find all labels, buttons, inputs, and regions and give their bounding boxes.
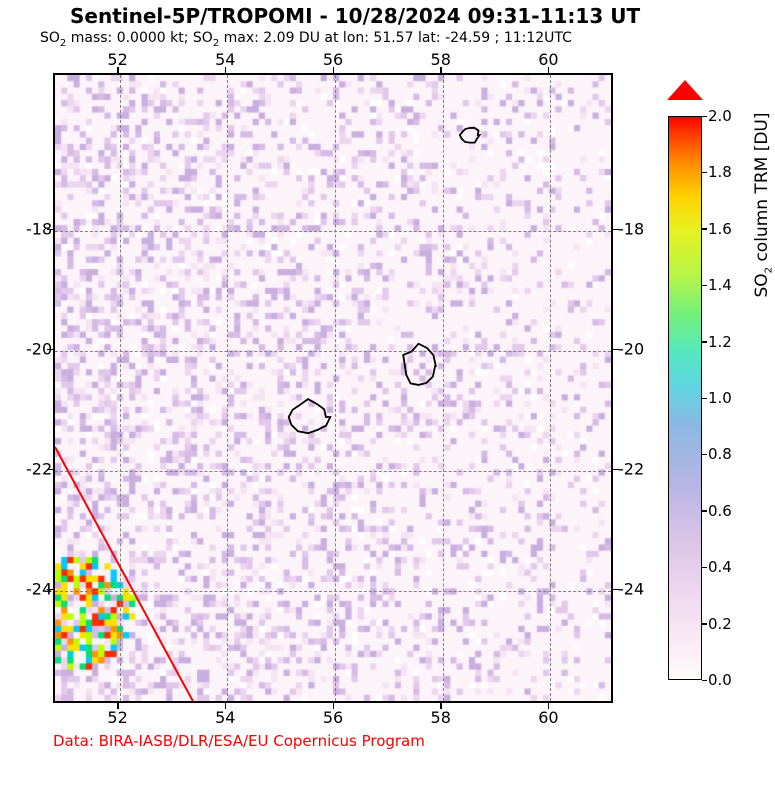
page-title: Sentinel-5P/TROPOMI - 10/28/2024 09:31-1…: [70, 4, 640, 28]
colorbar-tick-label: 0.2: [708, 615, 732, 633]
x-tick-mark: [117, 703, 119, 709]
island-rodrigues: [460, 128, 480, 143]
colorbar-tick-label: 1.4: [708, 276, 732, 294]
y-tick-label: -18: [618, 220, 644, 239]
x-tick-mark: [117, 67, 119, 73]
y-tick-label: -20: [618, 340, 644, 359]
swath-edge-line: [55, 447, 195, 703]
x-tick-mark: [440, 703, 442, 709]
colorbar-tick-label: 1.0: [708, 389, 732, 407]
satellite-so2-map: Sentinel-5P/TROPOMI - 10/28/2024 09:31-1…: [0, 0, 775, 786]
y-tick-mark: [47, 229, 53, 231]
colorbar-tick-mark: [702, 623, 707, 625]
x-tick-label: 54: [215, 708, 235, 727]
y-tick-label: -24: [618, 580, 644, 599]
colorbar-tick-mark: [702, 341, 707, 343]
colorbar-label: SO2 column TRM [DU]: [752, 113, 774, 298]
island-reunion: [289, 399, 331, 433]
y-tick-mark: [47, 349, 53, 351]
colorbar-tick-mark: [702, 285, 707, 287]
colorbar-tick-mark: [702, 680, 707, 682]
overlay-svg: [55, 75, 613, 703]
x-tick-mark: [548, 703, 550, 709]
colorbar-tick-label: 0.4: [708, 558, 732, 576]
map-frame: [53, 73, 613, 703]
colorbar-tick-mark: [702, 454, 707, 456]
colorbar-tick-label: 2.0: [708, 107, 732, 125]
x-tick-mark: [548, 67, 550, 73]
y-tick-mark: [613, 469, 619, 471]
colorbar-tick-mark: [702, 116, 707, 118]
y-tick-mark: [47, 589, 53, 591]
colorbar-tick-mark: [702, 567, 707, 569]
colorbar-tick-label: 1.2: [708, 333, 732, 351]
y-tick-mark: [613, 589, 619, 591]
x-tick-mark: [333, 703, 335, 709]
y-tick-mark: [613, 349, 619, 351]
colorbar-tick-mark: [702, 228, 707, 230]
x-tick-label: 56: [323, 708, 343, 727]
x-tick-mark: [333, 67, 335, 73]
island-mauritius: [403, 344, 436, 385]
subtitle: SO2 mass: 0.0000 kt; SO2 max: 2.09 DU at…: [40, 30, 572, 49]
attribution-text: Data: BIRA-IASB/DLR/ESA/EU Copernicus Pr…: [53, 732, 425, 750]
x-tick-mark: [225, 67, 227, 73]
x-tick-label: 60: [538, 708, 558, 727]
colorbar-tick-label: 0.0: [708, 671, 732, 689]
colorbar-overflow-triangle: [667, 80, 703, 100]
colorbar-tick-mark: [702, 172, 707, 174]
colorbar-gradient: [668, 116, 702, 680]
colorbar-tick-label: 0.6: [708, 502, 732, 520]
colorbar-tick-label: 0.8: [708, 445, 732, 463]
colorbar-tick-label: 1.8: [708, 163, 732, 181]
y-tick-mark: [47, 469, 53, 471]
x-tick-label: 52: [107, 708, 127, 727]
colorbar: [668, 98, 702, 680]
colorbar-tick-mark: [702, 398, 707, 400]
x-tick-label: 58: [431, 708, 451, 727]
colorbar-tick-mark: [702, 510, 707, 512]
colorbar-tick-label: 1.6: [708, 220, 732, 238]
x-tick-mark: [225, 703, 227, 709]
y-tick-mark: [613, 229, 619, 231]
x-tick-mark: [440, 67, 442, 73]
y-tick-label: -22: [618, 460, 644, 479]
